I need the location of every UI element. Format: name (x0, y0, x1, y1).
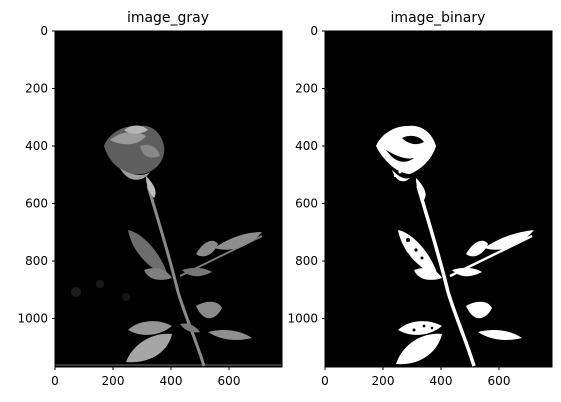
y-tick-label: 800 (25, 254, 48, 268)
y-tick-label: 0 (310, 24, 318, 38)
y-tick-label: 1000 (287, 312, 318, 326)
x-tick-label: 0 (51, 374, 59, 388)
y-tick-label: 600 (295, 197, 318, 211)
x-tick-label: 200 (102, 374, 125, 388)
leaf (214, 232, 262, 250)
rose-stem (146, 185, 206, 367)
leaf (478, 330, 522, 340)
rose-stem (416, 185, 476, 367)
gray-image (55, 31, 282, 367)
leaf (182, 267, 212, 277)
leaf (452, 267, 482, 277)
image-background (55, 31, 282, 367)
leaf (128, 230, 168, 276)
x-tick-label: 0 (321, 374, 329, 388)
leaf (466, 301, 492, 319)
axes-frame (324, 30, 553, 368)
axes-frame (54, 30, 283, 368)
rose-bloom (104, 125, 165, 198)
leaf (414, 268, 442, 280)
y-axis: 0 200 400 600 800 1000 (17, 24, 55, 326)
leaf (196, 301, 222, 319)
x-tick-label: 600 (218, 374, 241, 388)
y-tick-label: 200 (295, 82, 318, 96)
panel-title: image_gray (127, 10, 209, 26)
leaf (196, 240, 218, 257)
binary-image (325, 31, 552, 367)
y-tick-label: 400 (25, 139, 48, 153)
x-axis: 0 200 400 600 (51, 367, 240, 388)
y-tick-label: 400 (295, 139, 318, 153)
leaf (396, 333, 442, 365)
x-tick-label: 400 (160, 374, 183, 388)
x-tick-label: 200 (372, 374, 395, 388)
y-tick-label: 0 (40, 24, 48, 38)
leaf (128, 321, 172, 335)
y-tick-label: 200 (25, 82, 48, 96)
x-tick-label: 400 (430, 374, 453, 388)
y-axis: 0 200 400 600 800 1000 (287, 24, 325, 326)
x-tick-label: 600 (488, 374, 511, 388)
leaf (484, 230, 534, 250)
panel-gray: image_gray (17, 10, 283, 388)
x-axis: 0 200 400 600 (321, 367, 510, 388)
leaf (208, 330, 252, 340)
y-tick-label: 800 (295, 254, 318, 268)
y-tick-label: 600 (25, 197, 48, 211)
panel-title: image_binary (391, 10, 486, 26)
leaf (398, 321, 442, 335)
leaf (144, 268, 172, 280)
leaf (126, 333, 172, 363)
image-background (325, 31, 552, 367)
leaf (466, 240, 488, 257)
panel-binary: image_binary (287, 10, 553, 388)
rose-bloom (376, 125, 436, 200)
y-tick-label: 1000 (17, 312, 48, 326)
